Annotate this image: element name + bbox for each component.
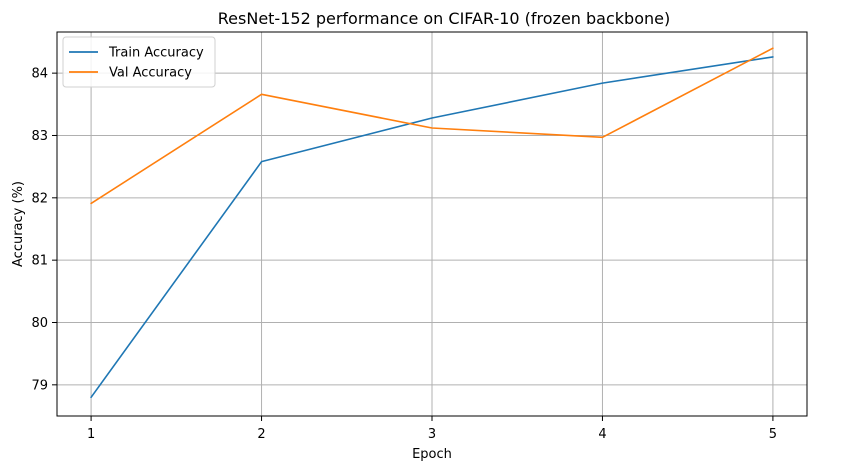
- y-tick-label: 84: [31, 67, 48, 82]
- x-axis: 1 2 3 4 5: [87, 416, 777, 442]
- series-layer: [90, 47, 774, 399]
- x-tick-label: 2: [257, 427, 265, 442]
- legend-label-1: Train Accuracy: [108, 46, 204, 61]
- chart-title: ResNet-152 performance on CIFAR-10 (froz…: [218, 9, 670, 28]
- x-tick-label: 3: [428, 427, 436, 442]
- y-tick-label: 80: [31, 316, 48, 331]
- y-tick-label: 83: [31, 129, 48, 144]
- legend: Train Accuracy Val Accuracy: [62, 36, 216, 88]
- y-axis-label: Accuracy (%): [11, 181, 26, 267]
- x-tick-label: 4: [598, 427, 606, 442]
- legend-label-2: Val Accuracy: [109, 66, 192, 81]
- x-tick-label: 1: [87, 427, 95, 442]
- y-tick-label: 81: [31, 254, 48, 269]
- y-tick-label: 82: [31, 191, 48, 206]
- y-tick-label: 79: [31, 378, 48, 393]
- x-axis-label: Epoch: [412, 447, 452, 462]
- y-axis: 79 80 81 82 83 84: [31, 67, 57, 393]
- legend-box: [62, 36, 216, 88]
- x-tick-label: 5: [769, 427, 777, 442]
